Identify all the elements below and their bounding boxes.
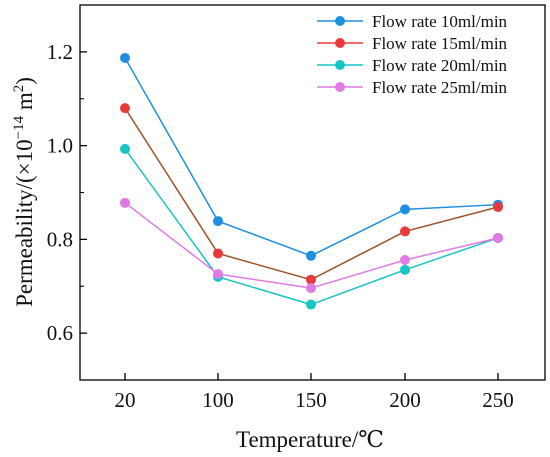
x-tick-label: 150 <box>295 388 327 412</box>
data-point <box>120 103 130 114</box>
legend: Flow rate 10ml/min Flow rate 15ml/min Flow… <box>317 12 508 97</box>
series-points <box>120 52 503 310</box>
x-tick-label: 250 <box>482 388 514 412</box>
legend-label: Flow rate 25ml/min <box>372 78 508 97</box>
x-tick-label: 20 <box>115 388 136 412</box>
y-axis-ticks: 0.6 0.8 1.0 1.2 <box>47 40 87 345</box>
x-tick-label: 100 <box>202 388 234 412</box>
data-point <box>493 232 503 243</box>
data-point <box>306 250 316 261</box>
y-tick-label: 0.8 <box>47 227 73 251</box>
data-point <box>213 248 223 259</box>
data-point <box>400 226 410 237</box>
data-point <box>120 52 130 63</box>
legend-label: Flow rate 20ml/min <box>372 56 508 75</box>
data-point <box>213 216 223 227</box>
legend-marker <box>335 82 345 92</box>
data-point <box>306 299 316 310</box>
data-point <box>306 283 316 294</box>
data-point <box>306 274 316 285</box>
data-point <box>120 197 130 208</box>
y-axis-title-close: ) <box>12 77 37 85</box>
legend-marker <box>335 38 345 48</box>
y-tick-label: 1.0 <box>47 134 73 158</box>
y-axis-title-exp: −14 <box>11 115 27 139</box>
data-point <box>120 143 130 154</box>
y-axis-title: Permeability/(×10−14 m2) <box>11 77 37 307</box>
legend-marker <box>335 16 345 26</box>
x-tick-label: 200 <box>389 388 421 412</box>
data-point <box>400 264 410 275</box>
legend-label: Flow rate 15ml/min <box>372 34 508 53</box>
data-point <box>213 269 223 280</box>
y-axis-title-main: Permeability/(×10 <box>12 139 37 307</box>
x-axis-title: Temperature/℃ <box>236 427 384 452</box>
y-axis-title-unit-exp: 2 <box>11 85 27 93</box>
legend-label: Flow rate 10ml/min <box>372 12 508 31</box>
y-tick-label: 0.6 <box>47 321 73 345</box>
legend-marker <box>335 60 345 70</box>
y-axis-title-unit: m <box>12 92 37 116</box>
data-point <box>400 255 410 265</box>
data-point <box>400 204 410 215</box>
data-point <box>493 202 503 213</box>
x-axis-ticks: 20 100 150 200 250 <box>115 373 514 412</box>
y-tick-label: 1.2 <box>47 40 73 64</box>
